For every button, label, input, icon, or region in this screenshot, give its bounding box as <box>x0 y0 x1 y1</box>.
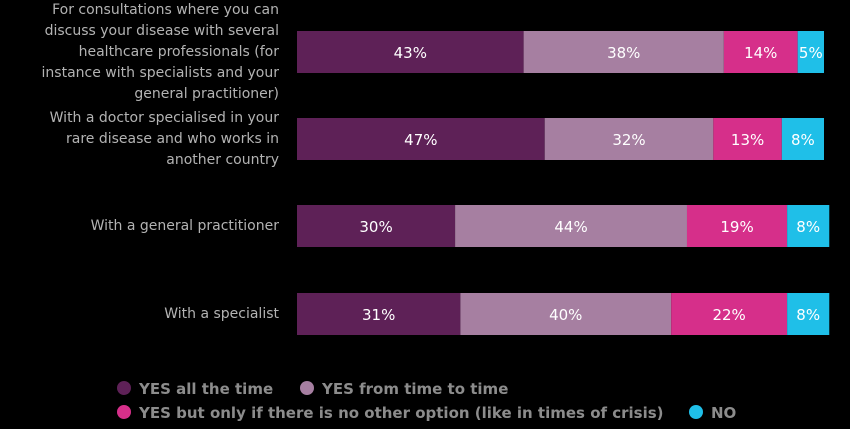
data-label: 47% <box>404 131 437 149</box>
category-label: healthcare professionals (for <box>79 44 280 60</box>
bar-segment <box>460 293 672 335</box>
data-label: 8% <box>791 131 815 149</box>
category-label: general practitioner) <box>134 86 279 102</box>
legend-marker <box>117 405 131 419</box>
category-label: With a general practitioner <box>91 218 280 234</box>
data-label: 22% <box>712 306 745 324</box>
bar-segment <box>781 118 824 160</box>
bar-segment <box>787 205 830 247</box>
data-label: 38% <box>607 44 640 62</box>
bars-group: 43% 38% 14% 5% 47% 32% 13% 8% 30% 44% 19% 8% 31% 40% 2… <box>297 31 830 335</box>
bar-segment <box>797 31 824 73</box>
data-label: 8% <box>796 218 820 236</box>
data-label: 30% <box>359 218 392 236</box>
bar-segment <box>787 293 830 335</box>
data-label: 14% <box>744 44 777 62</box>
data-label: 31% <box>362 306 395 324</box>
legend-marker <box>300 381 314 395</box>
bar-segment <box>297 293 461 335</box>
bar-segment <box>297 118 545 160</box>
bar-segment <box>455 205 687 247</box>
bar-segment <box>523 31 724 73</box>
category-label: With a specialist <box>164 306 279 322</box>
data-label: 43% <box>394 44 427 62</box>
bar-segment <box>297 31 524 73</box>
bar-segment <box>544 118 714 160</box>
category-label: another country <box>166 152 279 168</box>
bar-segment <box>671 293 788 335</box>
bar-segment <box>297 205 456 247</box>
data-label: 8% <box>796 306 820 324</box>
legend-marker <box>689 405 703 419</box>
category-label: With a doctor specialised in your <box>50 110 280 126</box>
bar-segment <box>723 31 798 73</box>
data-label: 19% <box>720 218 753 236</box>
data-label: 32% <box>612 131 645 149</box>
category-label: instance with specialists and your <box>42 65 280 81</box>
legend-label: NO <box>711 404 736 422</box>
data-label: 44% <box>554 218 587 236</box>
data-label: 5% <box>799 44 823 62</box>
category-label: rare disease and who works in <box>66 131 279 147</box>
legend-label: YES all the time <box>138 380 273 398</box>
legend-label: YES from time to time <box>321 380 508 398</box>
data-label: 13% <box>731 131 764 149</box>
category-label: For consultations where you can <box>52 2 279 18</box>
category-labels-group: For consultations where you can discuss y… <box>42 2 280 322</box>
data-label: 40% <box>549 306 582 324</box>
bar-segment <box>713 118 782 160</box>
legend: YES all the time YES from time to time YES… <box>117 380 736 422</box>
legend-label: YES but only if there is no other option… <box>138 404 664 422</box>
category-label: discuss your disease with several <box>45 23 279 39</box>
legend-marker <box>117 381 131 395</box>
bar-segment <box>686 205 788 247</box>
